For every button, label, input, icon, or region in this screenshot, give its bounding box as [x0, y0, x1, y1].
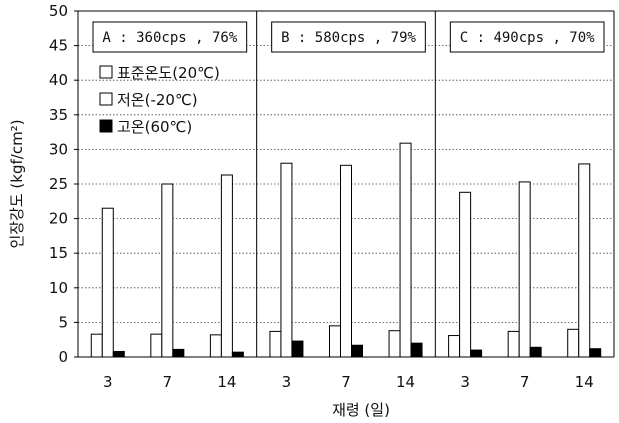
bar-high — [470, 349, 483, 358]
y-tick-label: 50 — [49, 2, 68, 20]
bar-low — [459, 191, 472, 358]
bar-high — [410, 342, 423, 358]
bar-standard — [388, 330, 401, 358]
bar-low — [101, 207, 114, 358]
bar-low — [161, 183, 174, 358]
bar-standard — [507, 330, 520, 358]
annotation-label: B : 580cps , 79% — [281, 30, 416, 46]
legend-swatch — [99, 65, 113, 79]
y-tick-label: 20 — [49, 210, 68, 228]
bar-standard — [329, 325, 341, 358]
x-tick-label: 7 — [520, 373, 530, 391]
legend-label: 고온(60℃) — [117, 118, 192, 136]
bar-low — [578, 163, 591, 358]
x-axis-title: 재령 (일) — [332, 401, 390, 419]
bar-high — [172, 348, 185, 358]
bar-low — [280, 162, 293, 358]
y-tick-label: 40 — [49, 71, 68, 89]
x-tick-label: 3 — [282, 373, 292, 391]
annotation-label: C : 490cps , 70% — [460, 30, 595, 46]
bar-standard — [448, 335, 461, 358]
x-tick-label: 14 — [575, 373, 594, 391]
x-tick-label: 3 — [103, 373, 113, 391]
x-tick-label: 14 — [396, 373, 415, 391]
y-tick-label: 30 — [49, 140, 68, 158]
bar-standard — [90, 333, 103, 358]
bar-high — [291, 340, 304, 358]
y-tick-label: 5 — [58, 313, 68, 331]
legend-label: 저온(-20℃) — [117, 91, 198, 109]
bar-low — [399, 142, 412, 358]
x-tick-label: 3 — [460, 373, 470, 391]
y-tick-label: 10 — [49, 279, 68, 297]
bar-standard — [209, 334, 222, 358]
annotation-label: A : 360cps , 76% — [102, 30, 237, 46]
bar-standard — [567, 328, 580, 358]
legend-swatch — [99, 92, 113, 106]
y-tick-label: 35 — [49, 106, 68, 124]
y-tick-label: 45 — [49, 37, 68, 55]
bar-high — [351, 344, 363, 358]
annotation-box — [271, 21, 426, 53]
bar-low — [220, 174, 233, 358]
x-tick-label: 7 — [341, 373, 351, 391]
bar-standard — [269, 330, 282, 358]
legend-swatch — [99, 119, 113, 133]
bar-high — [529, 346, 542, 358]
bar-standard — [150, 333, 163, 358]
bar-high — [112, 350, 125, 358]
y-tick-label: 0 — [58, 348, 68, 366]
bar-high — [231, 351, 244, 358]
y-tick-label: 15 — [49, 244, 68, 262]
y-axis-title: 인장강도 (kgf/cm²) — [8, 119, 26, 248]
x-tick-label: 7 — [163, 373, 173, 391]
legend-label: 표준온도(20℃) — [117, 64, 220, 82]
bar-low — [518, 181, 531, 358]
bar-low — [340, 164, 352, 358]
x-tick-label: 14 — [217, 373, 236, 391]
annotation-box — [449, 21, 605, 53]
y-tick-label: 25 — [49, 175, 68, 193]
annotation-box — [92, 21, 248, 53]
bar-high — [589, 348, 602, 358]
